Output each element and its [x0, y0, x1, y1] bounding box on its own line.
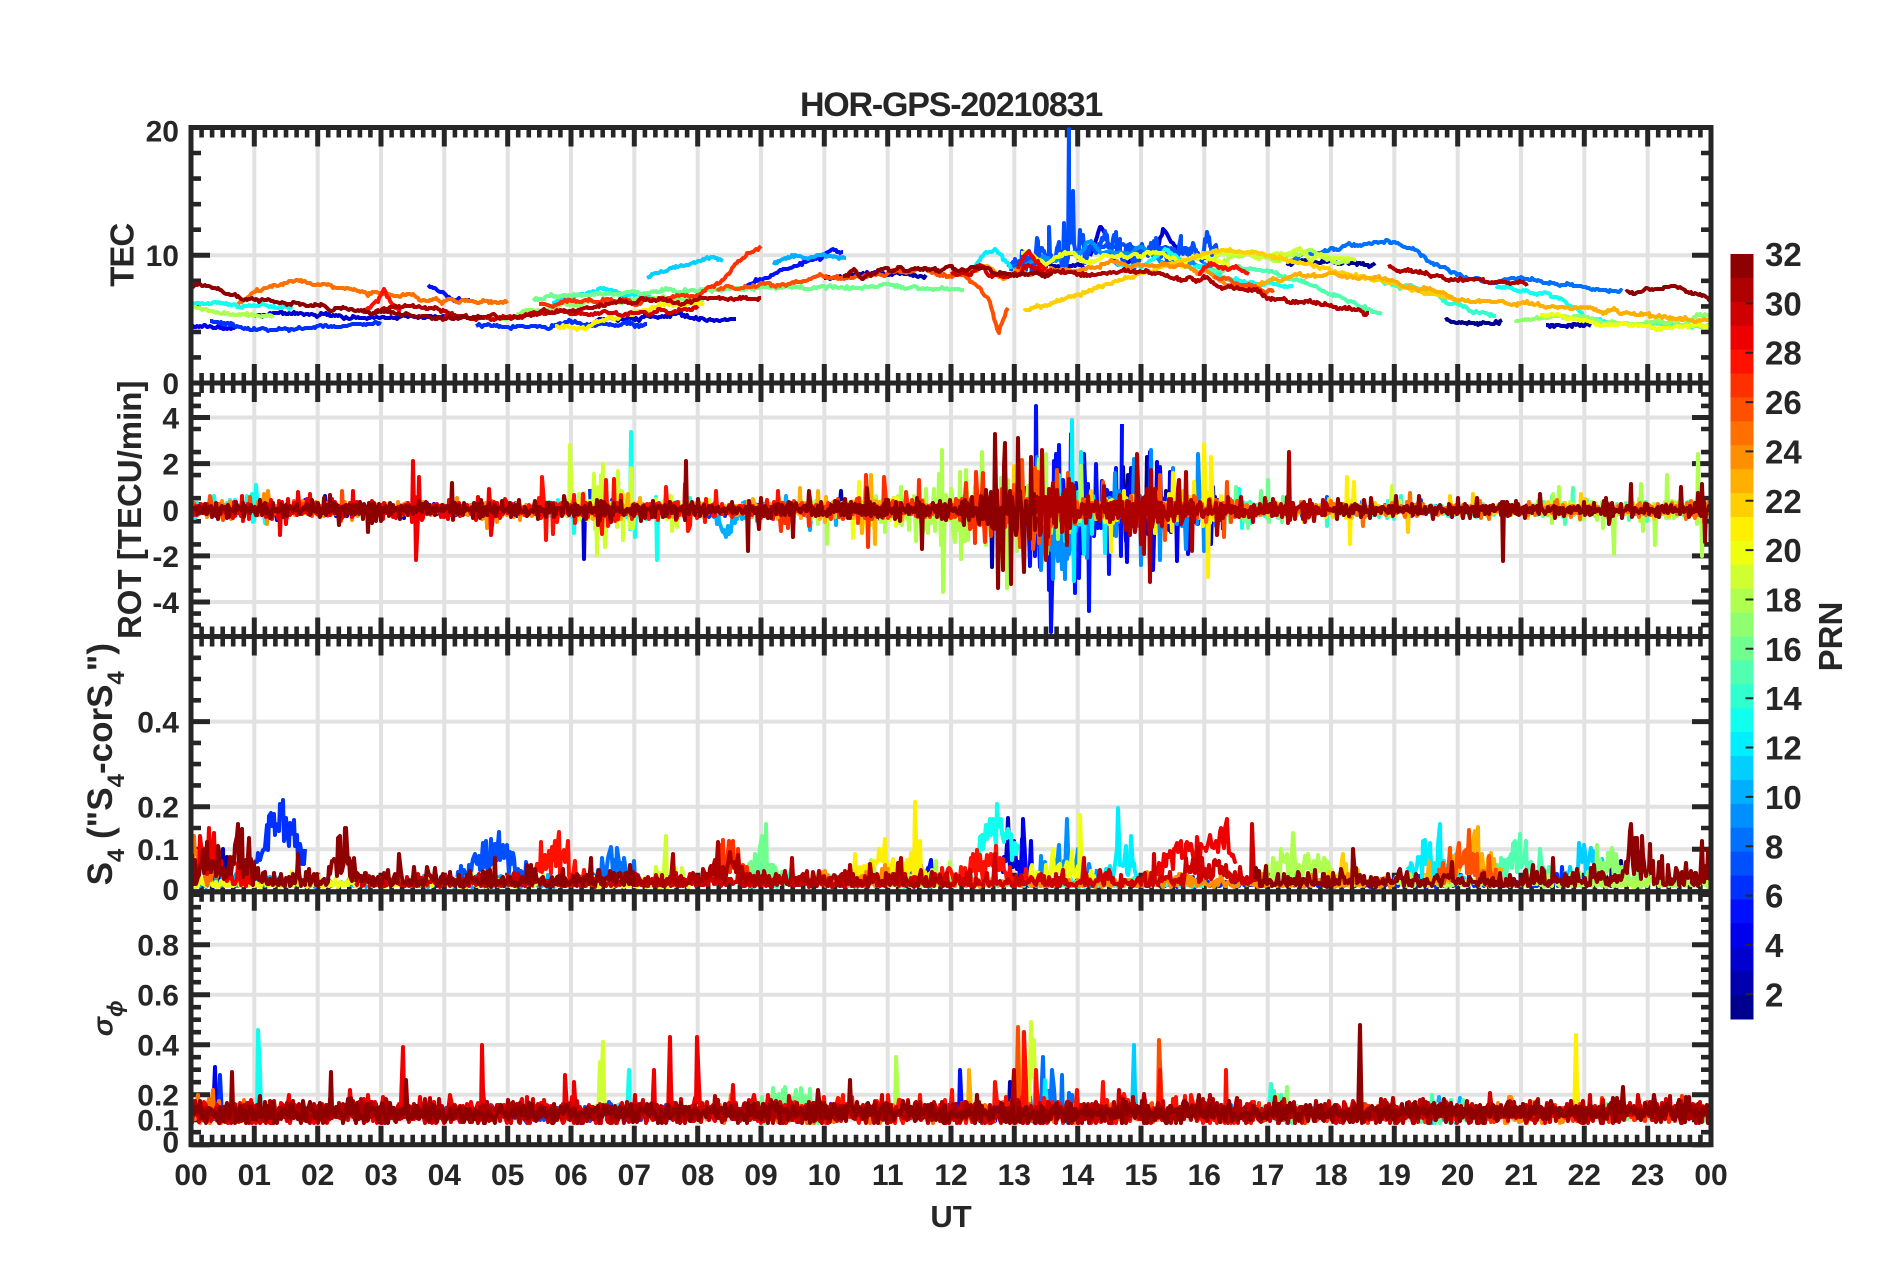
svg-text:17: 17: [1251, 1159, 1284, 1192]
svg-text:01: 01: [238, 1159, 271, 1192]
svg-text:13: 13: [998, 1159, 1031, 1192]
svg-text:HOR-GPS-20210831: HOR-GPS-20210831: [800, 86, 1102, 124]
svg-text:0: 0: [162, 1127, 179, 1160]
svg-text:30: 30: [1765, 285, 1802, 322]
svg-text:08: 08: [681, 1159, 714, 1192]
svg-text:16: 16: [1188, 1159, 1221, 1192]
svg-text:0: 0: [162, 874, 179, 907]
svg-text:0.2: 0.2: [137, 1080, 179, 1113]
svg-text:14: 14: [1765, 680, 1802, 717]
svg-text:24: 24: [1765, 433, 1802, 470]
svg-text:11: 11: [872, 1159, 904, 1192]
svg-text:-2: -2: [152, 541, 179, 574]
svg-text:19: 19: [1378, 1159, 1411, 1192]
svg-text:07: 07: [618, 1159, 651, 1192]
svg-text:23: 23: [1631, 1159, 1664, 1192]
svg-text:28: 28: [1765, 335, 1802, 372]
svg-text:0.8: 0.8: [137, 930, 179, 963]
svg-text:0.6: 0.6: [137, 980, 179, 1013]
svg-text:04: 04: [428, 1159, 462, 1192]
svg-text:05: 05: [491, 1159, 524, 1192]
svg-text:-4: -4: [152, 587, 179, 620]
svg-text:10: 10: [1765, 779, 1802, 816]
svg-text:22: 22: [1765, 483, 1802, 520]
svg-text:15: 15: [1124, 1159, 1157, 1192]
svg-text:20: 20: [146, 116, 179, 149]
svg-text:0.4: 0.4: [137, 1030, 179, 1063]
svg-text:6: 6: [1765, 878, 1783, 915]
svg-text:18: 18: [1765, 582, 1802, 619]
svg-text:0: 0: [162, 495, 179, 528]
svg-text:0.1: 0.1: [137, 1105, 179, 1138]
svg-text:20: 20: [1765, 532, 1802, 569]
svg-text:22: 22: [1568, 1159, 1601, 1192]
svg-text:4: 4: [162, 403, 179, 436]
svg-text:0.4: 0.4: [137, 707, 179, 740]
svg-text:2: 2: [162, 449, 179, 482]
svg-text:06: 06: [554, 1159, 587, 1192]
svg-text:PRN: PRN: [1812, 602, 1849, 672]
svg-text:26: 26: [1765, 384, 1802, 421]
svg-text:14: 14: [1061, 1159, 1095, 1192]
svg-text:21: 21: [1504, 1159, 1537, 1192]
svg-text:UT: UT: [930, 1199, 971, 1234]
svg-text:32: 32: [1765, 236, 1802, 273]
svg-text:09: 09: [744, 1159, 777, 1192]
svg-text:02: 02: [301, 1159, 334, 1192]
svg-text:4: 4: [1765, 927, 1784, 964]
svg-text:12: 12: [934, 1159, 967, 1192]
svg-text:0.2: 0.2: [137, 792, 179, 825]
svg-text:2: 2: [1765, 976, 1783, 1013]
svg-text:20: 20: [1441, 1159, 1474, 1192]
svg-text:0: 0: [162, 368, 179, 401]
svg-text:S4 ("S4-corS4"): S4 ("S4-corS4"): [81, 643, 130, 885]
svg-text:TEC: TEC: [104, 224, 141, 287]
svg-text:ROT [TECU/min]: ROT [TECU/min]: [111, 381, 148, 639]
svg-text:10: 10: [146, 240, 179, 273]
svg-text:00: 00: [174, 1159, 207, 1192]
svg-text:18: 18: [1314, 1159, 1347, 1192]
svg-text:16: 16: [1765, 631, 1802, 668]
svg-text:03: 03: [364, 1159, 397, 1192]
svg-text:σϕ: σϕ: [88, 1000, 128, 1036]
svg-text:00: 00: [1694, 1159, 1727, 1192]
svg-text:10: 10: [808, 1159, 841, 1192]
svg-text:8: 8: [1765, 828, 1783, 865]
svg-text:0.1: 0.1: [137, 834, 179, 867]
svg-text:12: 12: [1765, 730, 1802, 767]
